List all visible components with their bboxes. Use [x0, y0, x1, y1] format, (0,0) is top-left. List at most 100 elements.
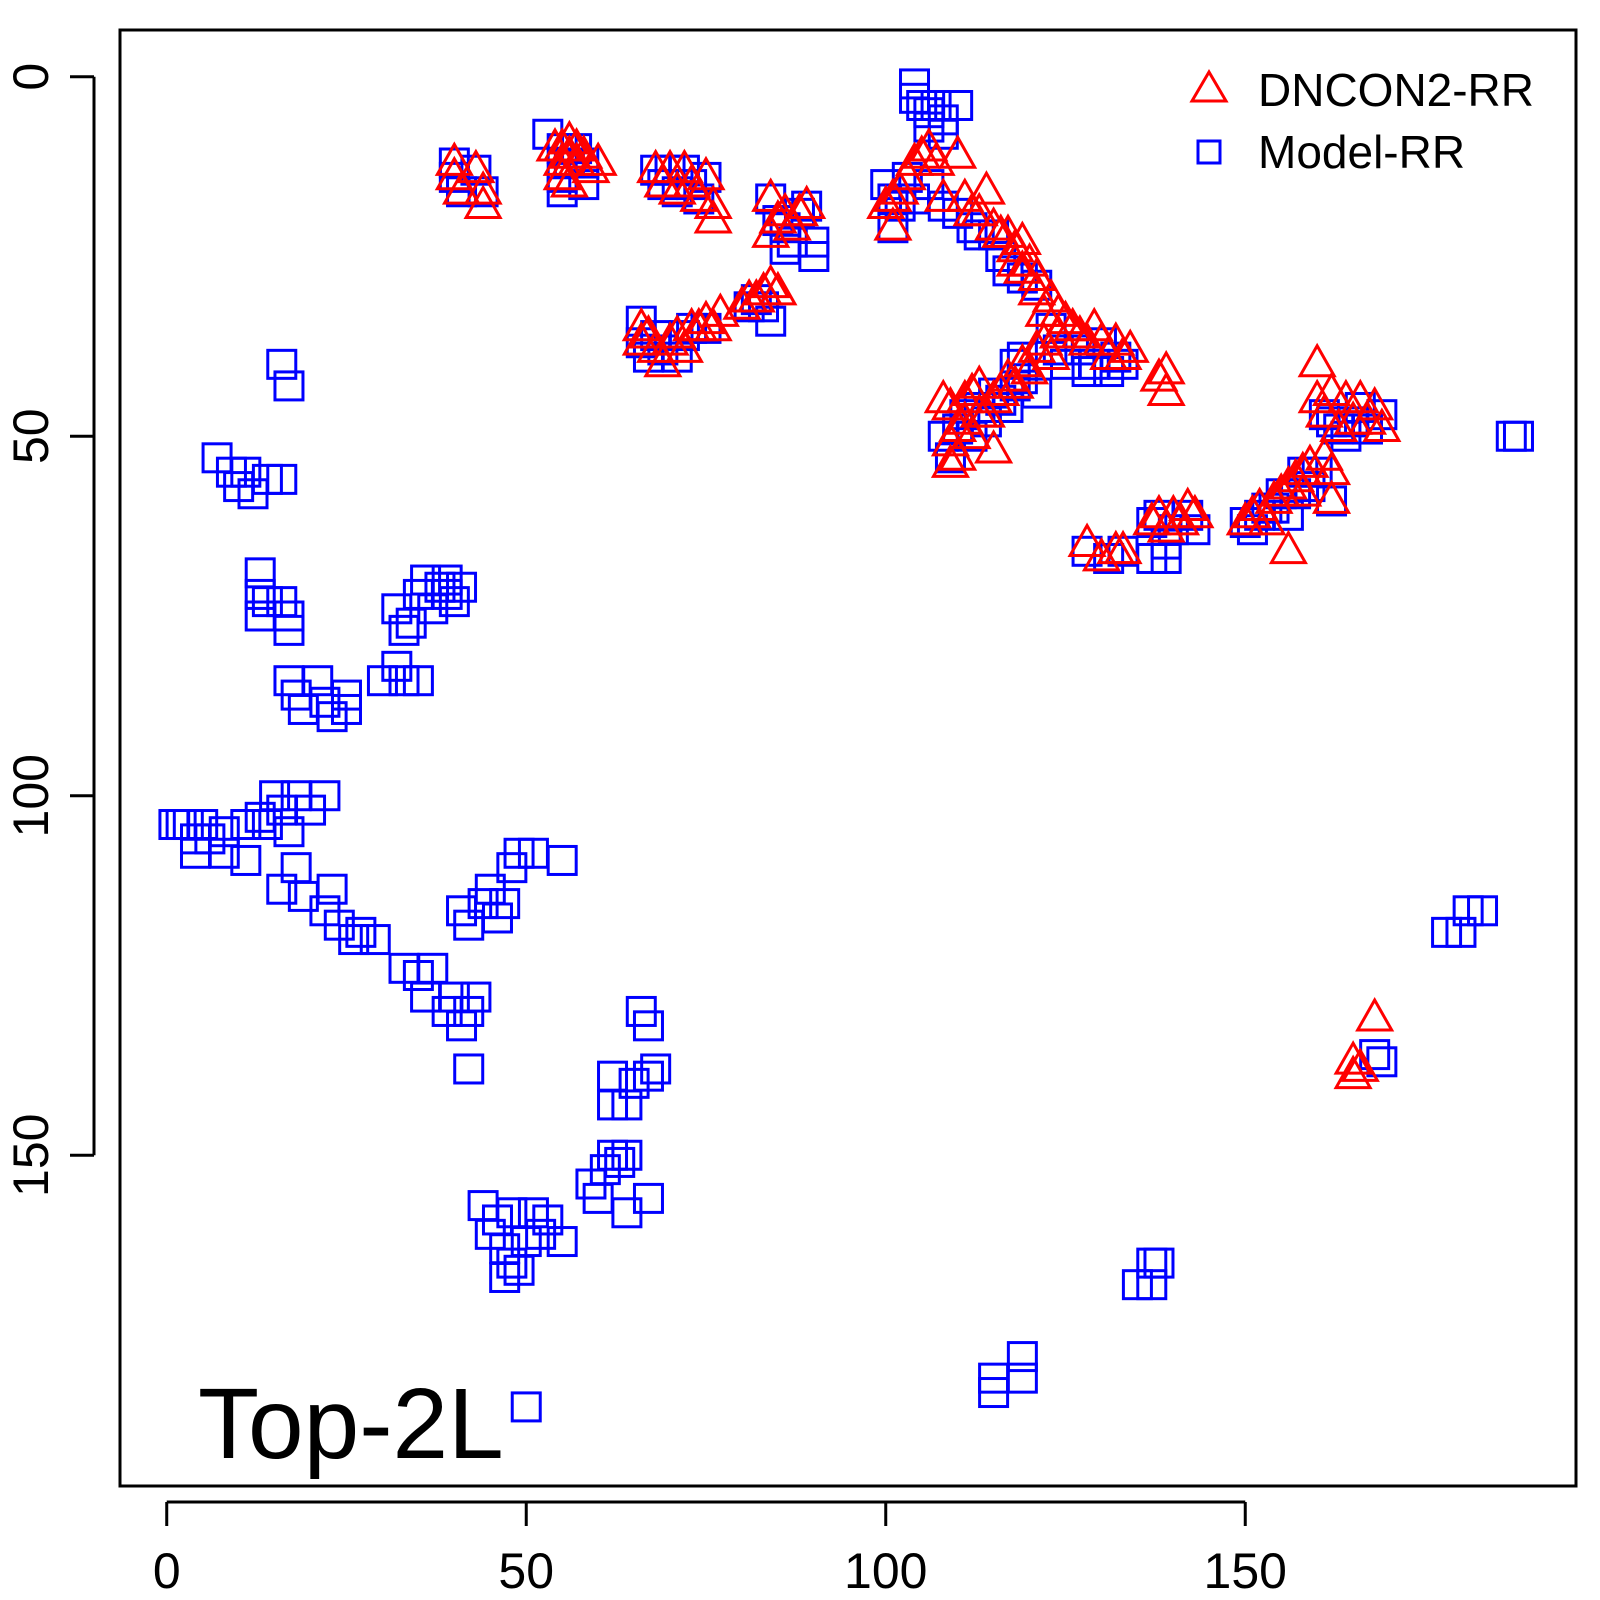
- model-rr-point: [597, 1060, 629, 1092]
- model-rr-point: [640, 1053, 672, 1085]
- model-rr-point: [273, 370, 305, 402]
- series-dncon2-rr: [434, 119, 1402, 1090]
- model-rr-point: [942, 89, 974, 121]
- dncon2-rr-point: [923, 378, 963, 414]
- dncon2-rr-point: [959, 191, 999, 227]
- dncon2-rr-point: [693, 184, 733, 220]
- dncon2-rr-point: [751, 213, 791, 248]
- dncon2-rr-point: [1319, 407, 1359, 442]
- dncon2-rr-point: [1333, 1040, 1373, 1075]
- model-rr-point: [1085, 327, 1117, 359]
- dncon2-rr-point: [1146, 371, 1186, 407]
- model-rr-point: [208, 816, 240, 848]
- y-tick-label: 150: [3, 1114, 59, 1197]
- dncon2-rr-point: [758, 270, 798, 306]
- model-rr-point: [417, 952, 449, 984]
- dncon2-rr-point: [1268, 529, 1308, 565]
- dncon2-rr-point: [657, 170, 697, 205]
- dncon2-rr-point: [1297, 342, 1337, 378]
- dncon2-rr-point: [1017, 256, 1057, 291]
- model-rr-point: [388, 614, 420, 646]
- model-rr-point: [632, 1060, 664, 1092]
- model-rr-point: [1445, 916, 1477, 948]
- dncon2-rr-point: [434, 141, 474, 176]
- model-rr-point: [798, 240, 830, 272]
- dncon2-rr-point: [1067, 522, 1107, 557]
- x-tick-label: 50: [498, 1543, 554, 1599]
- y-tick-label: 0: [3, 63, 59, 91]
- dncon2-rr-point: [787, 184, 827, 220]
- legend-triangle-marker: [1189, 69, 1229, 103]
- model-rr-point: [489, 888, 521, 920]
- y-axis: 0 50 100 150: [3, 63, 96, 1197]
- dncon2-rr-point: [873, 206, 913, 241]
- dncon2-rr-point: [930, 443, 971, 478]
- model-rr-point: [496, 1197, 528, 1229]
- model-rr-point: [611, 1139, 643, 1171]
- dncon2-rr-point: [571, 148, 611, 184]
- dncon2-rr-point: [463, 170, 503, 205]
- dncon2-rr-point: [952, 371, 992, 407]
- model-rr-point: [402, 665, 434, 697]
- model-rr-point: [359, 924, 391, 956]
- dncon2-rr-point: [456, 148, 496, 184]
- dncon2-rr-point: [1290, 443, 1330, 478]
- dncon2-rr-point: [664, 328, 704, 363]
- dncon2-rr-point: [549, 162, 589, 198]
- model-rr-point: [1150, 542, 1182, 574]
- dncon2-rr-point: [549, 119, 589, 155]
- model-rr-point: [632, 1182, 664, 1214]
- legend-entry: DNCON2-RR: [1189, 64, 1534, 116]
- model-rr-point: [1179, 514, 1211, 546]
- dncon2-rr-point: [1031, 335, 1071, 371]
- y-tick-label: 50: [3, 408, 59, 464]
- model-rr-point: [230, 456, 262, 488]
- model-rr-point: [453, 1053, 485, 1085]
- model-rr-point: [273, 816, 305, 848]
- model-rr-point: [877, 212, 909, 244]
- legend-label: Model-RR: [1258, 126, 1465, 178]
- model-rr-point: [208, 837, 240, 869]
- dncon2-rr-point: [542, 155, 582, 191]
- model-rr-point: [546, 1226, 578, 1258]
- dncon2-rr-point: [1283, 472, 1323, 507]
- x-tick-label: 0: [153, 1543, 181, 1599]
- legend: DNCON2-RR Model-RR: [1189, 64, 1534, 178]
- dncon2-rr-point: [1175, 493, 1215, 529]
- legend-label: DNCON2-RR: [1258, 64, 1534, 116]
- model-rr-point: [244, 578, 276, 610]
- dncon2-rr-point: [1103, 529, 1143, 565]
- model-rr-point: [446, 571, 478, 603]
- dncon2-rr-point: [974, 428, 1014, 464]
- dncon2-rr-point: [923, 177, 963, 212]
- dncon2-rr-point: [1340, 1047, 1380, 1082]
- dncon2-rr-point: [441, 170, 482, 205]
- plot-frame: [118, 28, 1578, 1488]
- model-rr-point: [604, 1146, 636, 1178]
- x-axis: 0 50 100 150: [153, 1500, 1287, 1599]
- model-rr-point: [467, 176, 499, 208]
- model-rr-point: [956, 212, 988, 244]
- legend-entry: Model-RR: [1196, 126, 1465, 178]
- model-rr-point: [1136, 1269, 1168, 1301]
- annotation-label: Top-2L: [198, 1368, 504, 1480]
- dncon2-rr-point: [621, 306, 661, 342]
- model-rr-point: [316, 873, 348, 905]
- model-rr-point: [632, 1010, 664, 1042]
- model-rr-point: [1502, 420, 1534, 452]
- model-rr-point: [273, 614, 305, 646]
- dncon2-rr-point: [751, 263, 791, 299]
- x-tick-label: 150: [1204, 1543, 1287, 1599]
- model-rr-point: [1006, 1362, 1038, 1394]
- model-rr-point: [1143, 1247, 1175, 1279]
- legend-square-marker: [1196, 139, 1222, 165]
- dncon2-rr-point: [1038, 292, 1078, 327]
- model-rr-point: [460, 981, 492, 1013]
- dncon2-rr-point: [966, 170, 1006, 205]
- dncon2-rr-point: [578, 141, 618, 176]
- model-rr-point: [611, 1089, 643, 1121]
- dncon2-rr-point: [952, 414, 992, 450]
- dncon2-rr-point: [1311, 479, 1352, 514]
- model-rr-point: [489, 1261, 521, 1293]
